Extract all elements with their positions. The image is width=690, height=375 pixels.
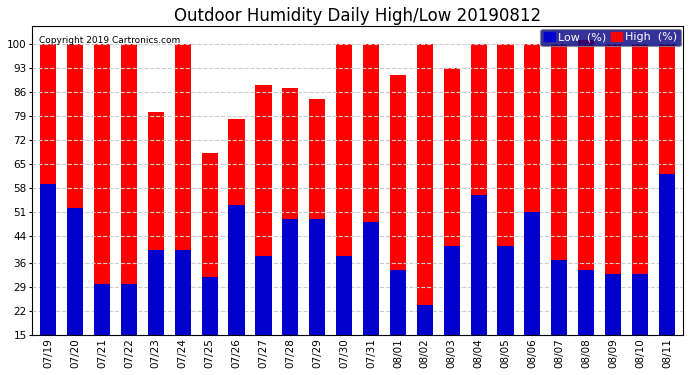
Bar [336, 256, 352, 335]
Legend: Low  (%), High  (%): Low (%), High (%) [540, 29, 681, 46]
Bar [390, 75, 406, 335]
Bar [659, 44, 675, 335]
Bar [497, 246, 513, 335]
Bar [605, 44, 621, 335]
Bar [309, 219, 325, 335]
Bar [67, 209, 83, 335]
Bar [524, 44, 540, 335]
Bar [444, 68, 460, 335]
Bar [444, 246, 460, 335]
Bar [497, 44, 513, 335]
Bar [148, 250, 164, 335]
Bar [228, 119, 245, 335]
Bar [282, 219, 298, 335]
Bar [471, 195, 486, 335]
Bar [551, 44, 567, 335]
Bar [121, 284, 137, 335]
Bar [94, 284, 110, 335]
Bar [148, 112, 164, 335]
Bar [201, 153, 218, 335]
Bar [282, 88, 298, 335]
Bar [363, 44, 379, 335]
Bar [228, 205, 245, 335]
Bar [175, 44, 191, 335]
Bar [417, 304, 433, 335]
Bar [659, 174, 675, 335]
Bar [390, 270, 406, 335]
Bar [255, 85, 272, 335]
Bar [255, 256, 272, 335]
Bar [40, 44, 57, 335]
Bar [632, 44, 648, 335]
Bar [40, 184, 57, 335]
Bar [121, 44, 137, 335]
Text: Copyright 2019 Cartronics.com: Copyright 2019 Cartronics.com [39, 36, 180, 45]
Bar [578, 40, 594, 335]
Bar [605, 274, 621, 335]
Bar [524, 212, 540, 335]
Bar [578, 270, 594, 335]
Bar [201, 277, 218, 335]
Bar [336, 44, 352, 335]
Bar [632, 274, 648, 335]
Bar [363, 222, 379, 335]
Bar [309, 99, 325, 335]
Bar [471, 44, 486, 335]
Bar [551, 260, 567, 335]
Bar [417, 44, 433, 335]
Title: Outdoor Humidity Daily High/Low 20190812: Outdoor Humidity Daily High/Low 20190812 [174, 7, 541, 25]
Bar [67, 44, 83, 335]
Bar [94, 44, 110, 335]
Bar [175, 250, 191, 335]
